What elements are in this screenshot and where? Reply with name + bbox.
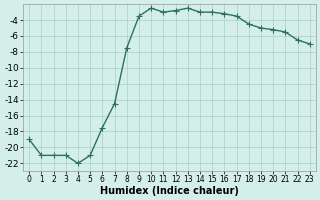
X-axis label: Humidex (Indice chaleur): Humidex (Indice chaleur) xyxy=(100,186,239,196)
